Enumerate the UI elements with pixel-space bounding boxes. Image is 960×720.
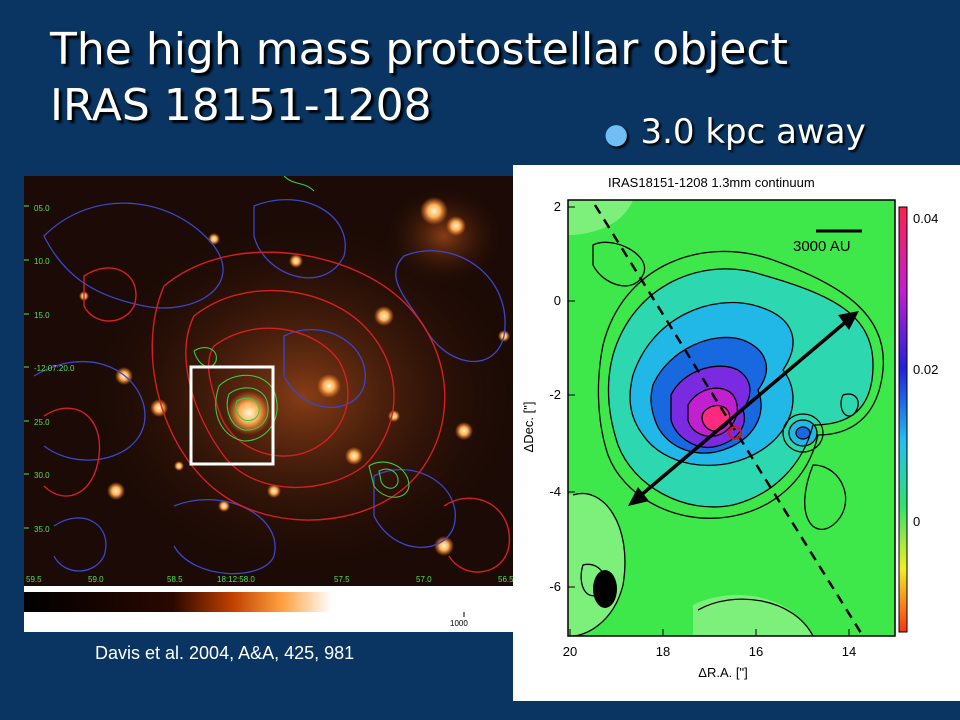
y-ticks bbox=[568, 206, 575, 588]
bullet-dot-icon: ● bbox=[604, 117, 629, 150]
colorbar-label: 1000 bbox=[450, 619, 468, 628]
title-line-1: The high mass protostellar object bbox=[50, 24, 788, 75]
ra-axis-labels: 20 59.5 59.0 58.5 18:12:58.0 57.5 57.0 5… bbox=[26, 575, 514, 584]
continuum-map: IRAS18151-1208 1.3mm continuum bbox=[513, 165, 960, 701]
ra-label: 57.5 bbox=[334, 575, 350, 584]
slide-title: The high mass protostellar object IRAS 1… bbox=[50, 22, 930, 134]
dec-label: 10.0 bbox=[34, 257, 50, 266]
x-ticks bbox=[569, 629, 850, 636]
dec-label: 35.0 bbox=[34, 525, 50, 534]
y-tick-label: 2 bbox=[554, 199, 561, 214]
scale-bar-label: 3000 AU bbox=[793, 238, 851, 255]
x-tick-label: 14 bbox=[842, 644, 856, 659]
dec-label: 05.0 bbox=[34, 204, 50, 213]
ra-label: 58.5 bbox=[167, 575, 183, 584]
x-tick-labels: 20 18 16 14 bbox=[563, 644, 856, 659]
x-tick-label: 18 bbox=[656, 644, 670, 659]
ra-label: 57.0 bbox=[416, 575, 432, 584]
y-tick-label: -6 bbox=[549, 579, 561, 594]
map-title: IRAS18151-1208 1.3mm continuum bbox=[608, 175, 815, 190]
highlight-box bbox=[189, 365, 275, 466]
ra-label: 59.5 bbox=[26, 575, 42, 584]
dec-label: -12:07:20.0 bbox=[34, 364, 75, 373]
y-axis-label: ΔDec. ["] bbox=[521, 402, 536, 453]
colorbar bbox=[24, 592, 520, 612]
nebula-glow bbox=[384, 186, 504, 286]
ticks bbox=[24, 205, 29, 529]
y-tick-label: -4 bbox=[549, 484, 561, 499]
star-field bbox=[79, 197, 510, 556]
y-tick-label: -2 bbox=[549, 387, 561, 402]
x-tick-label: 20 bbox=[563, 644, 577, 659]
colorbar-tick-labels: 0.04 0.02 0 bbox=[913, 211, 938, 529]
bullet-text: 3.0 kpc away bbox=[640, 112, 866, 152]
plot-frame bbox=[567, 199, 896, 637]
y-tick-labels: 2 0 -2 -4 -6 bbox=[549, 199, 561, 594]
emission-level bbox=[796, 427, 810, 439]
arrow-head-icon bbox=[838, 311, 859, 330]
dec-label: 25.0 bbox=[34, 418, 50, 427]
ra-label: 59.0 bbox=[88, 575, 104, 584]
colorbar-tick: 0 bbox=[913, 514, 920, 529]
citation-caption: Davis et al. 2004, A&A, 425, 981 bbox=[95, 643, 355, 663]
colorbar-tick: 0.02 bbox=[913, 362, 938, 377]
y-tick-label: 0 bbox=[554, 293, 561, 308]
outflow-arrow bbox=[638, 318, 850, 498]
blue-contours bbox=[33, 199, 506, 575]
dec-label: 15.0 bbox=[34, 311, 50, 320]
dec-label: 30.0 bbox=[34, 471, 50, 480]
source-marker bbox=[728, 426, 742, 440]
ra-label: 18:12:58.0 bbox=[217, 575, 255, 584]
arrow-head-icon bbox=[628, 487, 649, 506]
ra-label: 56.5 bbox=[498, 575, 514, 584]
red-contours bbox=[43, 251, 511, 573]
map-colorbar bbox=[898, 206, 908, 633]
beam-ellipse bbox=[593, 570, 617, 608]
bullet-item: ● 3.0 kpc away bbox=[604, 112, 866, 152]
dec-axis-labels: 05.0 10.0 15.0 -12:07:20.0 25.0 30.0 35.… bbox=[34, 204, 75, 534]
map-contours bbox=[572, 241, 884, 636]
x-axis-label: ΔR.A. ["] bbox=[698, 665, 747, 680]
x-tick-label: 16 bbox=[749, 644, 763, 659]
infrared-image: 05.0 10.0 15.0 -12:07:20.0 25.0 30.0 35.… bbox=[24, 176, 520, 632]
colorbar-tick: 0.04 bbox=[913, 211, 938, 226]
title-line-2: IRAS 18151-1208 bbox=[50, 80, 432, 131]
